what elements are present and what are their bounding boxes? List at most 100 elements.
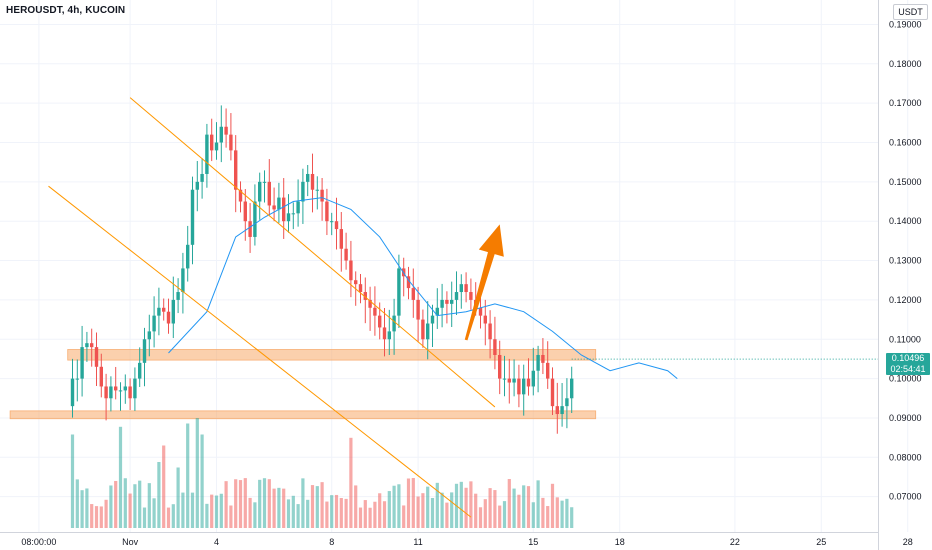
volume-bar (555, 497, 559, 528)
volume-bar (344, 498, 348, 528)
candle-body (517, 378, 521, 395)
candle-body (358, 284, 363, 293)
volume-bar (363, 500, 367, 528)
volume-bar (147, 483, 151, 528)
volume-bar (142, 507, 147, 528)
volume-bar (550, 483, 555, 528)
candle-body (488, 323, 492, 340)
volume-bar (224, 481, 228, 528)
candle-body (133, 378, 137, 399)
volume-bar (85, 488, 89, 528)
volume-bar (234, 479, 238, 528)
volume-bar (498, 505, 502, 528)
volume-bar (296, 504, 300, 528)
volume-bar (469, 481, 473, 528)
candle-body (445, 299, 449, 304)
candle-body (387, 331, 391, 340)
candle-body (565, 398, 569, 407)
volume-bar (195, 418, 199, 528)
candle-body (70, 378, 75, 407)
volume-bar (334, 494, 339, 528)
volume-bar (123, 478, 127, 528)
symbol-title[interactable]: HEROUSDT, 4h, KUCOIN (6, 5, 126, 16)
price-axis: 0.19000 0.18000 0.17000 0.16000 0.15000 0.140… (889, 19, 922, 501)
volume-bar (358, 507, 363, 528)
candle-body (478, 307, 483, 316)
y-tick-label: 0.10000 (889, 374, 922, 384)
time-axis: 08:00:00Nov48111518222528Dec6 (21, 537, 912, 547)
volume-bar (536, 480, 540, 528)
candle-body (368, 299, 372, 308)
volume-bar (162, 445, 166, 528)
volume-bar (349, 437, 353, 528)
volume-bar (392, 485, 396, 528)
candle-body (421, 319, 425, 340)
candle-body (555, 406, 559, 415)
candle-body (354, 280, 358, 285)
candle-body (123, 386, 127, 391)
volume-bar (181, 492, 185, 528)
volume-bars (70, 418, 574, 528)
volume-bar (70, 434, 75, 528)
volume-bar (138, 480, 142, 528)
candle-body (373, 307, 377, 316)
volume-bar (483, 499, 487, 528)
volume-bar (570, 507, 574, 528)
candle-body (502, 378, 507, 380)
volume-bar (474, 493, 478, 528)
candle-body (90, 343, 94, 348)
volume-bar (373, 501, 377, 528)
x-tick-label: 25 (816, 537, 826, 547)
candle-body (291, 213, 295, 215)
volume-bar (282, 488, 286, 528)
volume-bar (387, 491, 391, 528)
candle-body (272, 205, 276, 210)
candle-body (214, 142, 219, 151)
candle-body (286, 213, 291, 222)
candle-body (104, 386, 108, 399)
volume-bar (517, 494, 521, 528)
candle-body (219, 126, 223, 143)
volume-bar (272, 488, 276, 528)
candle-body (349, 260, 353, 281)
candle-body (416, 299, 420, 320)
support-resistance-zone-2 (9, 410, 597, 420)
candle-body (166, 311, 171, 324)
candle-body (440, 299, 444, 308)
volume-bar (502, 501, 507, 528)
volume-bar (320, 482, 324, 528)
x-tick-label: 08:00:00 (21, 537, 56, 547)
candle-body (248, 221, 252, 237)
y-tick-label: 0.19000 (889, 19, 922, 29)
candle-body (411, 288, 415, 300)
candle-body (382, 327, 387, 340)
candle-body (128, 386, 132, 399)
candle-body (301, 181, 305, 202)
candle-body (339, 229, 343, 249)
currency-button[interactable]: USDT (893, 4, 928, 20)
candle-body (536, 354, 540, 371)
candle-body (522, 378, 526, 395)
candle-body (200, 173, 204, 182)
candle-body (498, 354, 502, 379)
candle-body (363, 292, 367, 300)
volume-bar (310, 485, 315, 528)
volume-bar (416, 496, 420, 528)
volume-bar (493, 490, 497, 528)
volume-bar (243, 478, 247, 528)
volume-bar (368, 507, 372, 528)
y-tick-label: 0.09000 (889, 413, 922, 423)
volume-bar (128, 493, 132, 528)
candle-body (238, 189, 243, 202)
volume-bar (306, 499, 310, 528)
volume-bar (339, 498, 343, 528)
y-tick-label: 0.17000 (889, 98, 922, 108)
volume-bar (378, 493, 382, 528)
candle-body (464, 284, 468, 293)
candle-body (306, 173, 310, 182)
candle-body (277, 197, 281, 210)
volume-bar (478, 507, 483, 528)
candle-body (118, 390, 123, 392)
y-tick-label: 0.07000 (889, 492, 922, 502)
